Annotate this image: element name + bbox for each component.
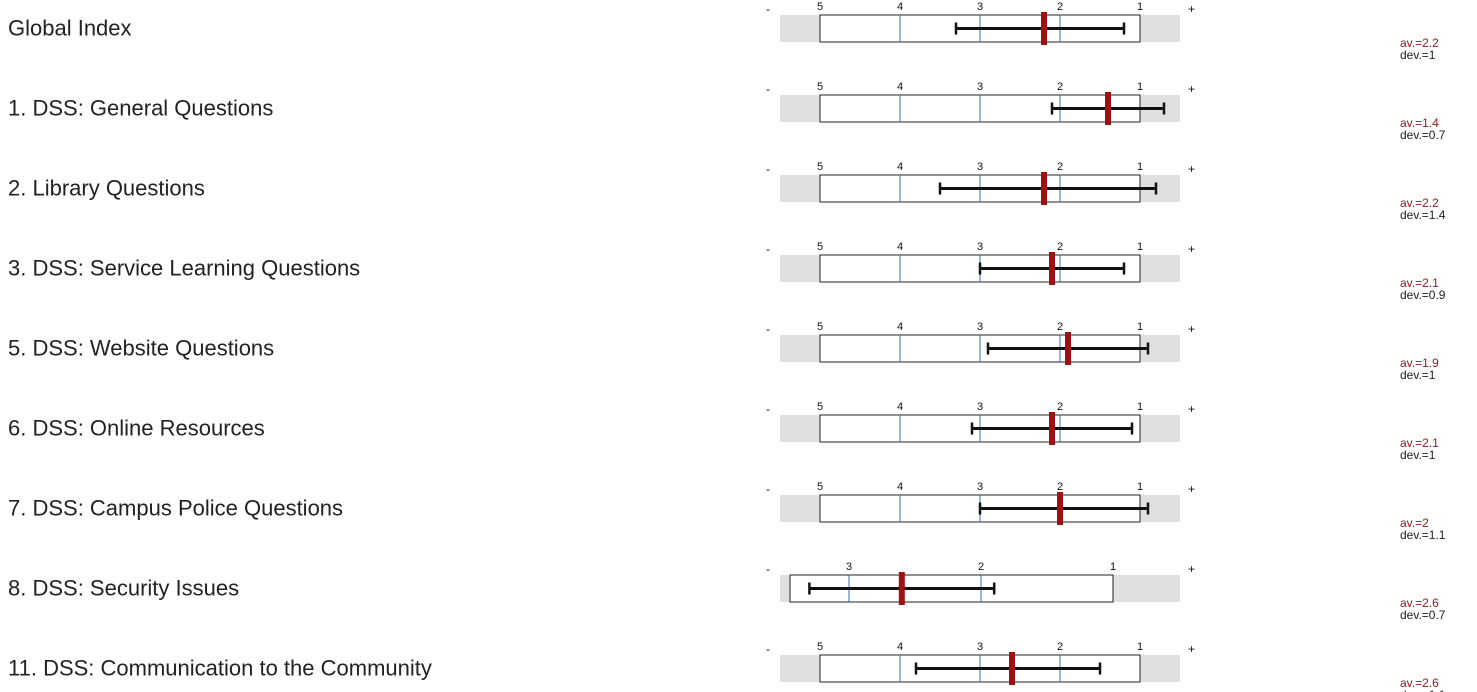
row-label: 2. Library Questions xyxy=(8,176,205,201)
tick-label: 2 xyxy=(1057,321,1063,333)
tick-label: 2 xyxy=(1057,641,1063,653)
tick-label: 3 xyxy=(846,561,852,573)
tick-label: 1 xyxy=(1137,401,1143,413)
average-value: av.=2.6 xyxy=(1400,596,1439,610)
tick-label: 2 xyxy=(978,561,984,573)
tick-label: 5 xyxy=(817,321,823,333)
tick-label: 5 xyxy=(817,401,823,413)
pole-plus-label: + xyxy=(1188,162,1195,176)
deviation-value: dev.=1 xyxy=(1400,48,1436,62)
tick-label: 4 xyxy=(897,161,903,173)
tick-label: 5 xyxy=(817,641,823,653)
tick-label: 1 xyxy=(1137,1,1143,13)
average-value: av.=2.1 xyxy=(1400,276,1439,290)
pole-plus-label: + xyxy=(1188,482,1195,496)
tick-label: 4 xyxy=(897,81,903,93)
pole-plus-label: + xyxy=(1188,242,1195,256)
tick-label: 5 xyxy=(817,1,823,13)
pole-minus-label: - xyxy=(766,242,770,256)
pole-minus-label: - xyxy=(766,162,770,176)
tick-label: 4 xyxy=(897,321,903,333)
tick-label: 3 xyxy=(977,401,983,413)
deviation-value: dev.=1 xyxy=(1400,448,1436,462)
pole-minus-label: - xyxy=(766,322,770,336)
tick-label: 2 xyxy=(1057,161,1063,173)
tick-label: 4 xyxy=(897,241,903,253)
deviation-value: dev.=0.7 xyxy=(1400,608,1446,622)
pole-plus-label: + xyxy=(1188,402,1195,416)
tick-label: 1 xyxy=(1137,81,1143,93)
row-label: 8. DSS: Security Issues xyxy=(8,576,239,601)
deviation-value: dev.=1.4 xyxy=(1400,208,1446,222)
tick-label: 1 xyxy=(1137,641,1143,653)
average-value: av.=2.1 xyxy=(1400,436,1439,450)
tick-label: 5 xyxy=(817,161,823,173)
deviation-value: dev.=0.9 xyxy=(1400,288,1446,302)
tick-label: 2 xyxy=(1057,481,1063,493)
pole-minus-label: - xyxy=(766,642,770,656)
tick-label: 3 xyxy=(977,81,983,93)
deviation-value: dev.=1.1 xyxy=(1400,688,1446,692)
pole-plus-label: + xyxy=(1188,322,1195,336)
pole-minus-label: - xyxy=(766,82,770,96)
tick-label: 4 xyxy=(897,1,903,13)
tick-label: 4 xyxy=(897,401,903,413)
tick-label: 4 xyxy=(897,481,903,493)
pole-minus-label: - xyxy=(766,562,770,576)
tick-label: 3 xyxy=(977,241,983,253)
mean-marker xyxy=(1041,12,1047,45)
tick-label: 3 xyxy=(977,481,983,493)
tick-label: 2 xyxy=(1057,241,1063,253)
mean-marker xyxy=(1105,92,1111,125)
average-value: av.=2.2 xyxy=(1400,196,1439,210)
tick-label: 3 xyxy=(977,1,983,13)
tick-label: 2 xyxy=(1057,1,1063,13)
tick-label: 3 xyxy=(977,641,983,653)
pole-plus-label: + xyxy=(1188,642,1195,656)
tick-label: 5 xyxy=(817,241,823,253)
tick-label: 5 xyxy=(817,81,823,93)
pole-minus-label: - xyxy=(766,482,770,496)
average-value: av.=2.2 xyxy=(1400,36,1439,50)
tick-label: 2 xyxy=(1057,401,1063,413)
mean-marker xyxy=(1049,252,1055,285)
tick-label: 3 xyxy=(977,321,983,333)
tick-label: 3 xyxy=(977,161,983,173)
row-label: 11. DSS: Communication to the Community xyxy=(8,656,432,681)
tick-label: 1 xyxy=(1137,241,1143,253)
row-label: 5. DSS: Website Questions xyxy=(8,336,274,361)
average-value: av.=2 xyxy=(1400,516,1429,530)
average-value: av.=1.4 xyxy=(1400,116,1439,130)
mean-marker xyxy=(1041,172,1047,205)
row-label: 7. DSS: Campus Police Questions xyxy=(8,496,343,521)
pole-minus-label: - xyxy=(766,2,770,16)
row-label: 1. DSS: General Questions xyxy=(8,96,273,121)
pole-minus-label: - xyxy=(766,402,770,416)
tick-label: 1 xyxy=(1137,161,1143,173)
deviation-value: dev.=1.1 xyxy=(1400,528,1446,542)
pole-plus-label: + xyxy=(1188,82,1195,96)
row-label: 3. DSS: Service Learning Questions xyxy=(8,256,360,281)
mean-marker xyxy=(1009,652,1015,685)
mean-marker xyxy=(1057,492,1063,525)
tick-label: 5 xyxy=(817,481,823,493)
mean-marker xyxy=(898,572,905,605)
deviation-value: dev.=1 xyxy=(1400,368,1436,382)
mean-marker xyxy=(1049,412,1055,445)
tick-label: 1 xyxy=(1110,561,1116,573)
row-label: 6. DSS: Online Resources xyxy=(8,416,265,441)
deviation-value: dev.=0.7 xyxy=(1400,128,1446,142)
tick-label: 2 xyxy=(1057,81,1063,93)
row-label: Global Index xyxy=(8,16,132,41)
average-value: av.=1.9 xyxy=(1400,356,1439,370)
tick-label: 1 xyxy=(1137,481,1143,493)
pole-plus-label: + xyxy=(1188,2,1195,16)
average-value: av.=2.6 xyxy=(1400,676,1439,690)
mean-marker xyxy=(1065,332,1071,365)
pole-plus-label: + xyxy=(1188,562,1195,576)
tick-label: 4 xyxy=(897,641,903,653)
tick-label: 1 xyxy=(1137,321,1143,333)
